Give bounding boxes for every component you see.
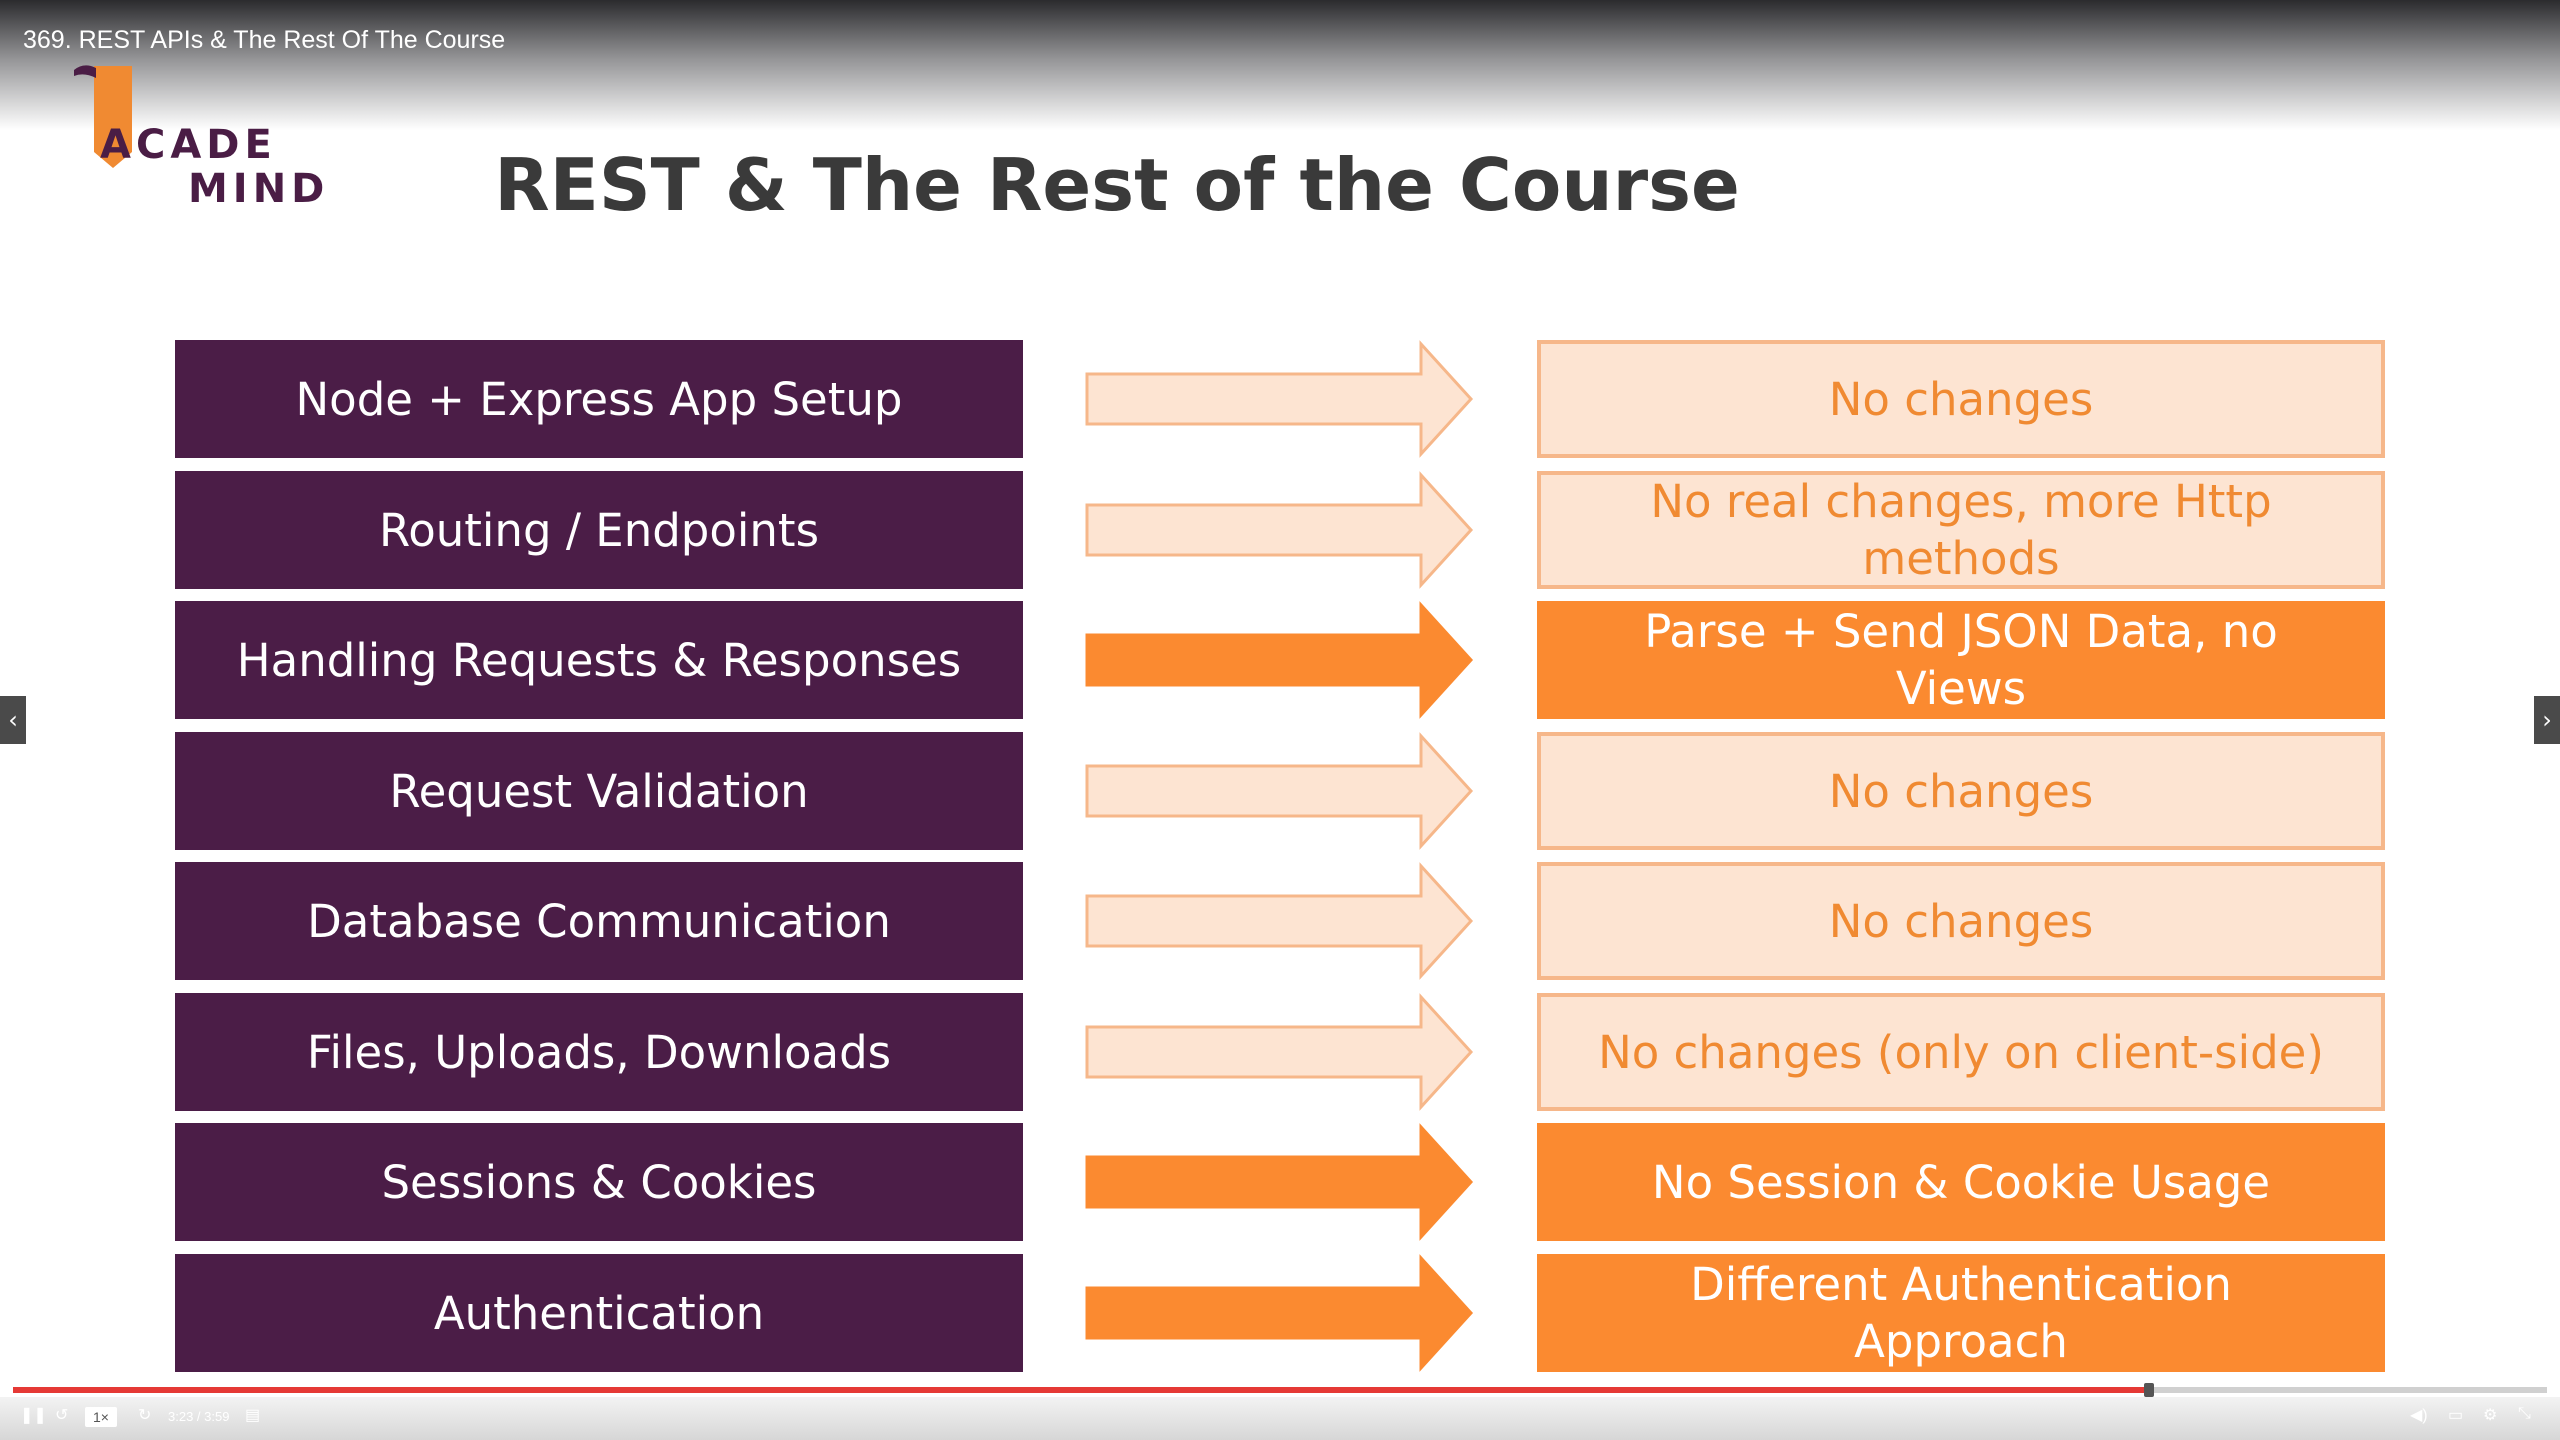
change-box: No real changes, more Http methods (1537, 471, 2385, 589)
change-box: No changes (1537, 862, 2385, 980)
change-box: Parse + Send JSON Data, no Views (1537, 601, 2385, 719)
arrow-right-icon (1085, 993, 1474, 1111)
topic-box: Routing / Endpoints (175, 471, 1023, 589)
arrow-right-icon (1085, 601, 1474, 719)
table-row: Files, Uploads, Downloads No changes (onl… (0, 993, 2560, 1111)
captions-icon[interactable]: ▭ (2448, 1407, 2464, 1424)
progress-bar[interactable] (13, 1383, 2547, 1397)
slide-title: REST & The Rest of the Course (494, 143, 1740, 227)
arrow-right-icon (1085, 340, 1474, 458)
change-box: Different Authentication Approach (1537, 1254, 2385, 1372)
player-controls: ❚❚ ↺ 1× ↻ 3:23 / 3:59 ▤ ◀) ▭ ⚙ ⤡ (0, 1397, 2560, 1440)
academind-logo: ACADE MIND (70, 62, 340, 212)
topic-box: Files, Uploads, Downloads (175, 993, 1023, 1111)
table-row: Sessions & Cookies No Session & Cookie Us… (0, 1123, 2560, 1241)
topic-box: Sessions & Cookies (175, 1123, 1023, 1241)
time-display: 3:23 / 3:59 (168, 1409, 230, 1424)
logo-text-line2: MIND (188, 166, 330, 212)
prev-slide-button[interactable]: ‹ (0, 696, 26, 744)
logo-flag-icon (74, 65, 132, 168)
table-row: Database Communication No changes (0, 862, 2560, 980)
arrow-right-icon (1085, 1254, 1474, 1372)
table-row: Authentication Different Authentication A… (0, 1254, 2560, 1372)
settings-icon[interactable]: ⚙ (2483, 1407, 2498, 1424)
table-row: Routing / Endpoints No real changes, more… (0, 471, 2560, 589)
table-row: Node + Express App Setup No changes (0, 340, 2560, 458)
logo-text-line1: ACADE (100, 122, 277, 168)
next-slide-button[interactable]: › (2534, 696, 2560, 744)
chevron-right-icon: › (2542, 706, 2552, 734)
playback-speed-button[interactable]: 1× (85, 1407, 117, 1427)
arrow-right-icon (1085, 732, 1474, 850)
progress-handle[interactable] (2144, 1383, 2154, 1397)
chevron-left-icon: ‹ (8, 706, 18, 734)
note-icon[interactable]: ▤ (245, 1407, 261, 1424)
change-box: No changes (1537, 340, 2385, 458)
topic-box: Node + Express App Setup (175, 340, 1023, 458)
change-box: No changes (only on client-side) (1537, 993, 2385, 1111)
volume-icon[interactable]: ◀) (2410, 1407, 2428, 1424)
arrow-right-icon (1085, 1123, 1474, 1241)
topic-box: Handling Requests & Responses (175, 601, 1023, 719)
title-overlay (0, 0, 2560, 130)
change-box: No changes (1537, 732, 2385, 850)
rewind-icon[interactable]: ↺ (55, 1407, 69, 1424)
forward-icon[interactable]: ↻ (138, 1407, 152, 1424)
table-row: Request Validation No changes (0, 732, 2560, 850)
topic-box: Database Communication (175, 862, 1023, 980)
topic-box: Request Validation (175, 732, 1023, 850)
video-title: 369. REST APIs & The Rest Of The Course (23, 26, 506, 54)
topic-box: Authentication (175, 1254, 1023, 1372)
table-row: Handling Requests & Responses Parse + Sen… (0, 601, 2560, 719)
fullscreen-icon[interactable]: ⤡ (2518, 1405, 2531, 1422)
arrow-right-icon (1085, 471, 1474, 589)
pause-icon[interactable]: ❚❚ (20, 1407, 47, 1424)
progress-fill (13, 1387, 2149, 1393)
arrow-right-icon (1085, 862, 1474, 980)
change-box: No Session & Cookie Usage (1537, 1123, 2385, 1241)
